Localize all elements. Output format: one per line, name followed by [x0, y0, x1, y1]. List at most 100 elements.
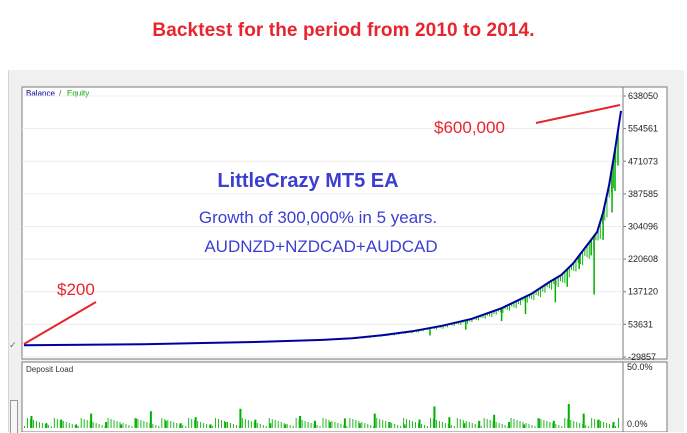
end-value-label: $600,000 — [434, 118, 505, 137]
deposit-load-fill — [406, 419, 408, 428]
deposit-load-fill — [247, 420, 249, 428]
deposit-load-bars — [24, 404, 620, 428]
deposit-load-fill — [361, 422, 363, 428]
deposit-load-fill — [197, 421, 199, 428]
deposit-load-fill — [597, 420, 599, 428]
y-tick-label: -29857 — [628, 352, 656, 362]
deposit-load-bar — [388, 422, 391, 428]
deposit-load-fill — [444, 423, 446, 428]
deposit-load-fill — [265, 426, 267, 428]
deposit-load-fill — [441, 422, 443, 428]
deposit-load-fill — [415, 422, 417, 428]
deposit-load-fill — [241, 418, 243, 428]
y-tick-label: 304096 — [628, 222, 658, 232]
deposit-load-fill — [188, 418, 190, 428]
deposit-load-fill — [50, 426, 52, 428]
deposit-load-fill — [591, 418, 593, 428]
deposit-load-fill — [516, 420, 518, 428]
deposit-load-fill — [182, 425, 184, 428]
deposit-load-fill — [253, 422, 255, 428]
deposit-load-bar — [120, 424, 123, 428]
deposit-load-fill — [146, 422, 148, 428]
deposit-load-fill — [570, 420, 572, 428]
deposit-load-fill — [286, 424, 288, 428]
deposit-load-fill — [218, 419, 220, 428]
deposit-load-fill — [615, 426, 617, 428]
deposit-load-fill — [513, 419, 515, 428]
deposit-load-fill — [35, 421, 37, 428]
deposit-load-fill — [322, 418, 324, 428]
deposit-load-fill — [89, 421, 91, 428]
deposit-load-fill — [594, 419, 596, 428]
deposit-load-fill — [453, 426, 455, 428]
deposit-load-bar — [45, 423, 48, 428]
deposit-load-fill — [525, 423, 527, 428]
deposit-load-fill — [328, 420, 330, 428]
deposit-load-fill — [83, 419, 85, 428]
deposit-load-fill — [295, 418, 297, 428]
deposit-load-fill — [116, 421, 118, 428]
start-value-label: $200 — [57, 280, 95, 299]
deposit-load-fill — [47, 425, 49, 428]
deposit-load-fill — [301, 420, 303, 428]
vertical-scrollbar[interactable] — [10, 400, 18, 433]
deposit-load-fill — [62, 421, 64, 428]
deposit-load-fill — [316, 425, 318, 428]
deposit-load-fill — [125, 424, 127, 428]
deposit-load-fill — [149, 423, 151, 428]
deposit-load-fill — [373, 426, 375, 428]
deposit-load-fill — [603, 422, 605, 428]
deposit-load-fill — [426, 426, 428, 428]
deposit-load-bar — [269, 423, 272, 428]
deposit-load-fill — [191, 419, 193, 428]
deposit-load-fill — [304, 421, 306, 428]
deposit-load-fill — [468, 422, 470, 428]
deposit-load-fill — [337, 423, 339, 428]
deposit-load-fill — [528, 424, 530, 428]
deposit-load-fill — [289, 425, 291, 428]
deposit-load-fill — [495, 422, 497, 428]
deposit-load-fill — [38, 422, 40, 428]
deposit-load-fill — [307, 422, 309, 428]
deposit-load-fill — [507, 426, 509, 428]
deposit-load-fill — [92, 422, 94, 428]
deposit-load-fill — [155, 425, 157, 428]
deposit-load-fill — [552, 423, 554, 428]
deposit-load-fill — [480, 426, 482, 428]
deposit-load-bar — [403, 424, 406, 428]
deposit-load-bar — [134, 418, 137, 428]
deposit-load-fill — [131, 426, 133, 428]
deposit-load-bar — [597, 419, 600, 428]
deposit-load-fill — [471, 423, 473, 428]
deposit-load-bar — [508, 422, 511, 428]
deposit-load-fill — [86, 420, 88, 428]
deposit-load-bar — [299, 416, 302, 428]
deposit-load-bar — [179, 423, 182, 428]
deposit-load-fill — [397, 425, 399, 428]
deposit-load-fill — [534, 426, 536, 428]
deposit-load-fill — [579, 423, 581, 428]
deposit-load-bar — [418, 419, 421, 428]
deposit-load-fill — [331, 421, 333, 428]
deposit-load-scale — [622, 361, 668, 432]
deposit-load-fill — [462, 420, 464, 428]
deposit-load-fill — [561, 426, 563, 428]
deposit-load-fill — [113, 420, 115, 428]
y-tick-label: 53631 — [628, 319, 653, 329]
deposit-load-fill — [429, 418, 431, 428]
deposit-load-fill — [459, 419, 461, 428]
deposit-load-fill — [498, 423, 500, 428]
deposit-load-bar — [612, 422, 615, 428]
deposit-load-bar — [194, 417, 197, 428]
deposit-load-fill — [418, 423, 420, 428]
deposit-load-fill — [104, 426, 106, 428]
deposit-load-fill — [215, 418, 217, 428]
deposit-load-fill — [44, 424, 46, 428]
deposit-load-fill — [143, 421, 145, 428]
scroll-arrow-icon[interactable]: ✓ — [9, 341, 17, 351]
deposit-load-bar — [582, 413, 585, 428]
deposit-load-fill — [394, 424, 396, 428]
deposit-load-fill — [283, 423, 285, 428]
deposit-load-fill — [450, 425, 452, 428]
deposit-load-fill — [540, 419, 542, 428]
